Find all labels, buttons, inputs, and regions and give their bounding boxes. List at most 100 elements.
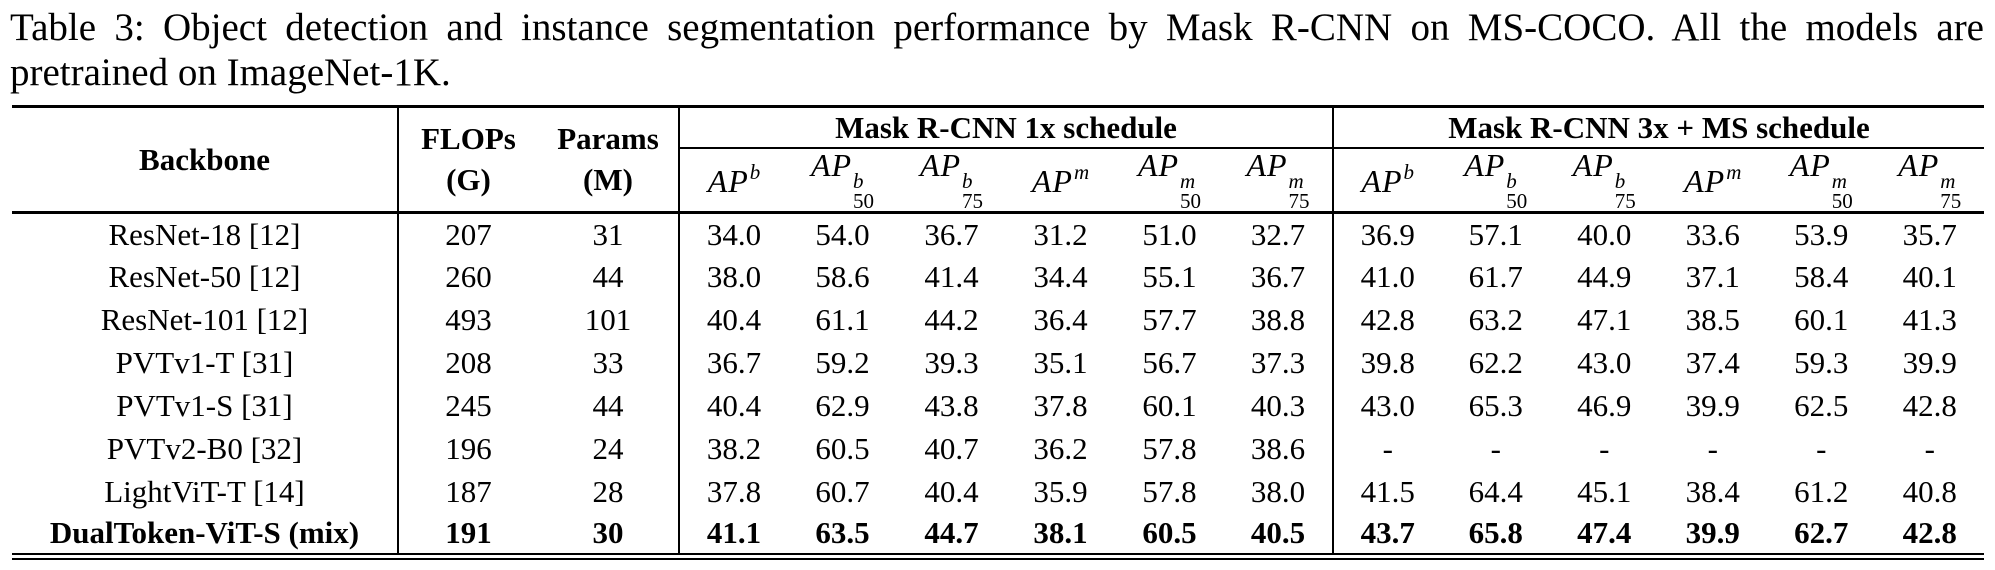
cell-3x-metric-4: 37.1 [1685, 259, 1740, 294]
cell-backbone: ResNet-18 [12] [12, 212, 399, 255]
cell-1x-metric-1: 40.4 [706, 388, 762, 423]
metric-scripts: b 50 [1506, 168, 1528, 213]
cell-3x-metric-3: 43.0 [1577, 345, 1632, 380]
cell-1x-metric-6: 38.0 [1224, 470, 1334, 513]
cell-3x-metric-5: 53.9 [1794, 216, 1849, 252]
cell-3x-metric-6: 40.8 [1902, 474, 1957, 509]
cell-1x-metric-6: 32.7 [1224, 212, 1334, 255]
cell-3x-metric-5: - [1816, 431, 1827, 466]
cell-1x-metric-6: 40.5 [1224, 513, 1334, 556]
cell-1x-metric-1: 40.4 [706, 302, 762, 337]
cell-flops: 208 [445, 345, 492, 380]
cell-1x-metric-3: 36.7 [924, 216, 979, 252]
metric-superscript: b [749, 160, 761, 184]
cell-1x-metric-4: 36.4 [1033, 302, 1088, 337]
table-row: PVTv1-S [31] 245 44 40.4 62.9 43.8 37.8 60.1 40.… [12, 384, 1984, 427]
cell-3x-metric-5: 59.3 [1794, 345, 1849, 380]
cell-3x-metric-1: 43.0 [1360, 388, 1415, 423]
cell-1x-metric-2: 60.5 [815, 431, 870, 466]
cell-3x-metric-6: 42.8 [1902, 388, 1957, 423]
metric-header-row: APb AP b 50 AP b 75 APm AP m 50 AP m 75 APb AP b 50 AP b 75 A… [12, 146, 1984, 214]
cell-params: 28 [538, 470, 680, 513]
cell-flops: 207 [445, 216, 492, 252]
cell-3x-metric-3: 47.4 [1577, 515, 1632, 551]
cell-3x-metric-4: 33.6 [1685, 216, 1740, 252]
metric-scripts: m 50 [1831, 168, 1853, 213]
cell-1x-metric-4: 35.9 [1033, 474, 1088, 509]
cell-1x-metric-2: 58.6 [815, 259, 870, 294]
cell-3x-metric-3: 45.1 [1577, 474, 1632, 509]
cell-1x-metric-5: 60.5 [1142, 515, 1197, 551]
cell-3x-metric-5: 60.1 [1794, 302, 1849, 337]
cell-1x-metric-6: 36.7 [1224, 255, 1334, 298]
header-row-groups: Backbone FLOPs (G) Params (M) Mask R-CNN… [12, 106, 1984, 214]
cell-params: 31 [538, 212, 680, 255]
params-header-line1: Params [557, 121, 659, 157]
cell-params: 44 [538, 255, 680, 298]
cell-1x-metric-5: 60.1 [1142, 388, 1197, 423]
cell-3x-metric-2: - [1490, 431, 1501, 466]
cell-3x-metric-4: 39.9 [1685, 515, 1740, 551]
cell-1x-metric-3: 39.3 [924, 345, 979, 380]
table-row: PVTv1-T [31] 208 33 36.7 59.2 39.3 35.1 56.7 37.… [12, 341, 1984, 384]
metric-symbol: AP [707, 163, 749, 199]
cell-1x-metric-1: 41.1 [706, 515, 762, 551]
cell-3x-metric-1: - [1382, 431, 1393, 466]
flops-header-line1: FLOPs [421, 121, 516, 157]
metric-symbol: AP [1898, 146, 1940, 183]
cell-3x-metric-2: 65.3 [1468, 388, 1523, 423]
cell-1x-metric-4: 38.1 [1033, 515, 1088, 551]
metric-col-header-1x-1: APb [679, 147, 788, 214]
cell-3x-metric-1: 43.7 [1360, 515, 1415, 551]
cell-1x-metric-5: 55.1 [1142, 259, 1197, 294]
cell-flops: 191 [445, 515, 492, 551]
table-row: LightViT-T [14] 187 28 37.8 60.7 40.4 35.9 57.8… [12, 470, 1984, 513]
cell-1x-metric-4: 31.2 [1033, 216, 1088, 252]
metric-scripts: m 75 [1940, 168, 1962, 213]
cell-flops: 260 [445, 259, 492, 294]
cell-3x-metric-6: 39.9 [1902, 345, 1957, 380]
metric-col-header-1x-3: AP b 75 [897, 147, 1006, 214]
flops-column-header: FLOPs (G) [398, 106, 538, 214]
cell-3x-metric-5: 62.5 [1794, 388, 1849, 423]
params-column-header: Params (M) [538, 106, 680, 214]
metric-col-header-1x-2: AP b 50 [788, 147, 897, 214]
metric-superscript: m [1726, 160, 1742, 184]
cell-3x-metric-3: 44.9 [1577, 259, 1632, 294]
metric-col-header-3x-6: AP m 75 [1875, 146, 1984, 214]
backbone-column-header: Backbone [12, 106, 399, 214]
cell-1x-metric-6: 38.6 [1224, 427, 1334, 470]
cell-1x-metric-5: 57.8 [1142, 431, 1197, 466]
group-header-1x-schedule: Mask R-CNN 1x schedule [679, 106, 1334, 149]
cell-3x-metric-2: 64.4 [1468, 474, 1523, 509]
metric-col-header-1x-6: AP m 75 [1224, 147, 1334, 214]
group-header-3x-schedule: Mask R-CNN 3x + MS schedule [1333, 106, 1984, 149]
metric-scripts: m 50 [1180, 168, 1202, 213]
cell-backbone: PVTv1-T [31] [12, 341, 399, 384]
cell-params: 33 [538, 341, 680, 384]
cell-3x-metric-3: 47.1 [1577, 302, 1632, 337]
metric-scripts: b 50 [853, 168, 875, 213]
results-table: Backbone FLOPs (G) Params (M) Mask R-CNN… [12, 105, 1984, 560]
metric-scripts: b 75 [1614, 168, 1636, 213]
cell-1x-metric-3: 40.7 [924, 431, 979, 466]
metric-col-header-3x-1: APb [1333, 147, 1442, 214]
table-caption-line2: pretrained on ImageNet-1K. [10, 51, 451, 94]
cell-3x-metric-4: - [1707, 431, 1718, 466]
metric-col-header-3x-5: AP m 50 [1767, 146, 1876, 214]
cell-1x-metric-6: 38.8 [1224, 298, 1334, 341]
params-header-line2: (M) [583, 162, 633, 198]
cell-1x-metric-1: 37.8 [706, 474, 762, 509]
metric-symbol: AP [1789, 146, 1831, 183]
cell-1x-metric-5: 57.8 [1142, 474, 1197, 509]
cell-3x-metric-2: 57.1 [1468, 216, 1523, 252]
cell-1x-metric-5: 51.0 [1142, 216, 1197, 252]
cell-1x-metric-2: 54.0 [815, 216, 870, 252]
cell-params: 30 [538, 513, 680, 556]
cell-1x-metric-2: 61.1 [815, 302, 870, 337]
cell-backbone: LightViT-T [14] [12, 470, 399, 513]
cell-3x-metric-4: 37.4 [1685, 345, 1740, 380]
cell-3x-metric-3: 46.9 [1577, 388, 1632, 423]
cell-1x-metric-5: 56.7 [1142, 345, 1197, 380]
